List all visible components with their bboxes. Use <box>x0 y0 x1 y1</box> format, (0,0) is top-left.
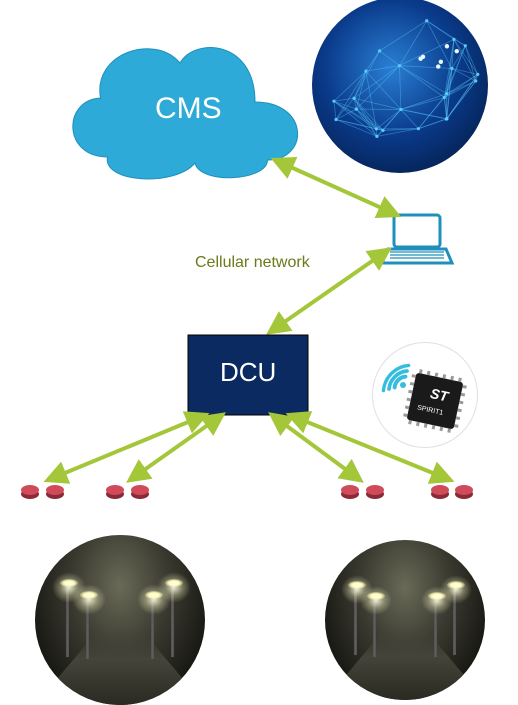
sensor-dots <box>21 485 473 499</box>
globe-node <box>312 0 488 173</box>
streetlight-scene-right <box>325 540 485 700</box>
chip-icon: STSPIRIT1 <box>403 369 467 433</box>
wireless-waves-icon <box>383 365 408 390</box>
chip-badge: STSPIRIT1 <box>373 343 477 447</box>
streetlight-scene-left <box>35 535 205 705</box>
cellular-network-label: Cellular network <box>195 254 310 272</box>
laptop-node <box>382 215 452 263</box>
cms-label: CMS <box>155 92 222 126</box>
dcu-label: DCU <box>220 357 276 388</box>
